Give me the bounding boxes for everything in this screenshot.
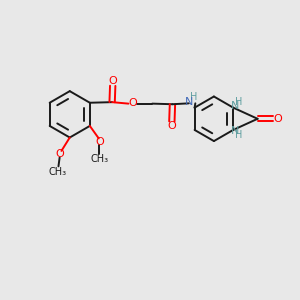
Text: O: O (55, 149, 64, 159)
Text: CH₃: CH₃ (91, 154, 109, 164)
Text: O: O (167, 121, 176, 131)
Text: H: H (235, 130, 242, 140)
Text: N: N (230, 126, 239, 136)
Text: CH₃: CH₃ (49, 167, 67, 177)
Text: O: O (273, 114, 282, 124)
Text: O: O (128, 98, 137, 108)
Text: H: H (190, 92, 197, 102)
Text: H: H (235, 97, 242, 107)
Text: O: O (96, 137, 105, 147)
Text: O: O (108, 76, 117, 86)
Text: N: N (185, 97, 194, 107)
Text: N: N (230, 101, 239, 111)
